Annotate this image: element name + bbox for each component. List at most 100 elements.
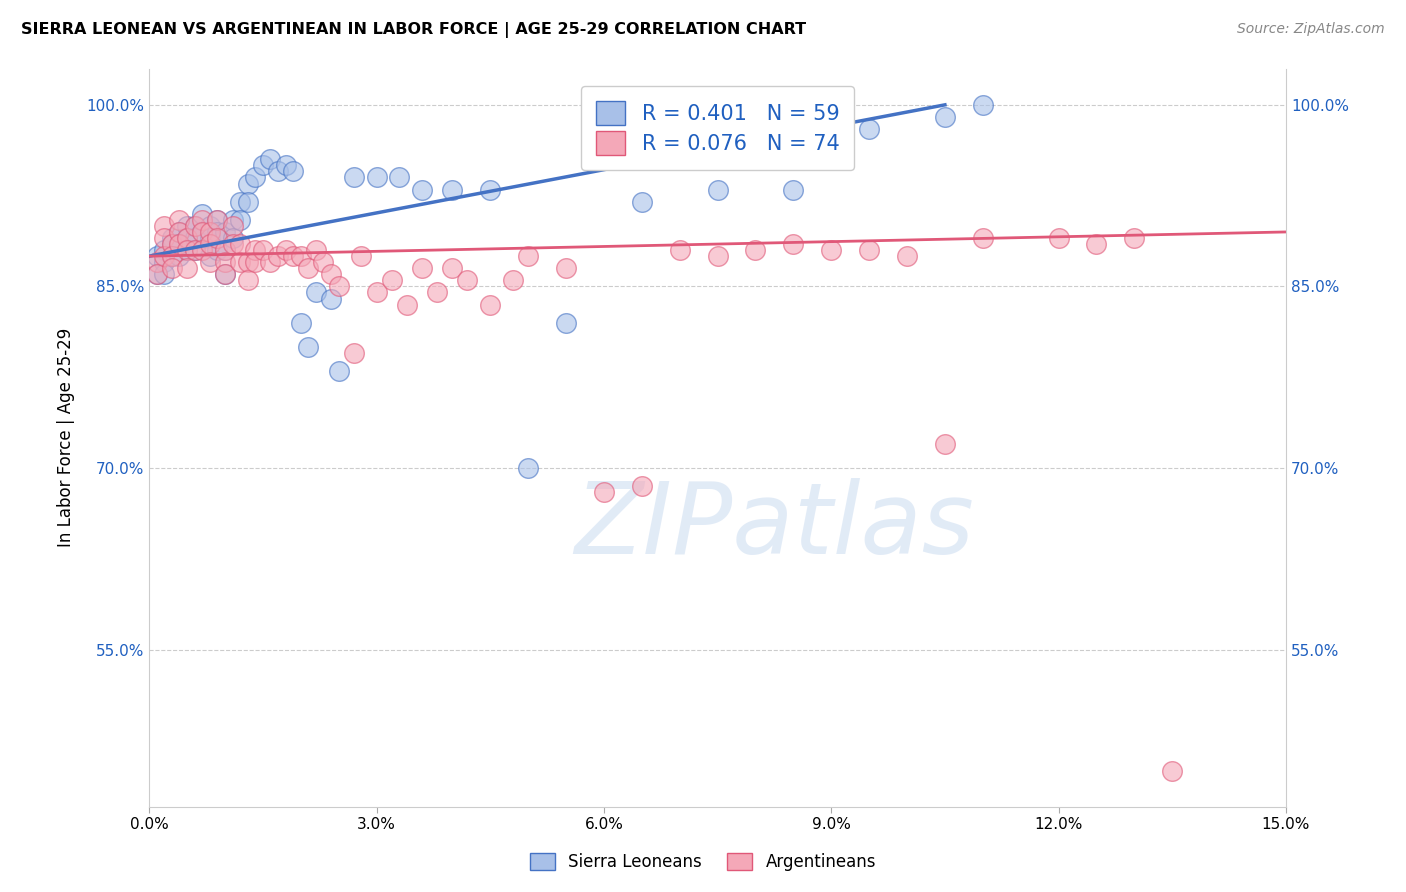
Point xyxy=(169,225,191,239)
Point xyxy=(630,194,652,209)
Point xyxy=(281,249,304,263)
Point xyxy=(441,183,464,197)
Point xyxy=(381,273,404,287)
Point xyxy=(290,249,312,263)
Point xyxy=(972,98,994,112)
Point xyxy=(411,261,433,276)
Point xyxy=(198,225,221,239)
Point xyxy=(145,268,167,282)
Point xyxy=(229,237,252,252)
Point xyxy=(229,212,252,227)
Point xyxy=(236,255,259,269)
Point xyxy=(411,183,433,197)
Text: SIERRA LEONEAN VS ARGENTINEAN IN LABOR FORCE | AGE 25-29 CORRELATION CHART: SIERRA LEONEAN VS ARGENTINEAN IN LABOR F… xyxy=(21,22,806,38)
Point xyxy=(297,340,319,354)
Point xyxy=(221,237,243,252)
Point xyxy=(183,219,205,233)
Point xyxy=(153,249,176,263)
Point xyxy=(160,261,183,276)
Point xyxy=(245,170,267,185)
Point xyxy=(426,285,449,300)
Point xyxy=(207,212,229,227)
Point xyxy=(706,249,728,263)
Point xyxy=(328,279,350,293)
Point xyxy=(245,255,267,269)
Point xyxy=(972,231,994,245)
Point xyxy=(312,255,335,269)
Point xyxy=(214,243,236,257)
Point xyxy=(183,219,205,233)
Point xyxy=(896,249,918,263)
Point xyxy=(153,255,176,269)
Point xyxy=(1085,237,1108,252)
Point xyxy=(343,170,366,185)
Point xyxy=(183,231,205,245)
Point xyxy=(191,212,214,227)
Point xyxy=(1047,231,1070,245)
Point xyxy=(259,255,281,269)
Point xyxy=(221,212,243,227)
Point xyxy=(183,243,205,257)
Point xyxy=(502,273,524,287)
Point xyxy=(153,243,176,257)
Point xyxy=(176,243,198,257)
Legend: R = 0.401   N = 59, R = 0.076   N = 74: R = 0.401 N = 59, R = 0.076 N = 74 xyxy=(581,87,853,169)
Point xyxy=(555,316,578,330)
Point xyxy=(191,243,214,257)
Point xyxy=(191,225,214,239)
Point xyxy=(252,158,274,172)
Point xyxy=(259,153,281,167)
Point xyxy=(328,364,350,378)
Point xyxy=(160,249,183,263)
Legend: Sierra Leoneans, Argentineans: Sierra Leoneans, Argentineans xyxy=(522,845,884,880)
Point xyxy=(517,249,540,263)
Point xyxy=(160,237,183,252)
Point xyxy=(744,243,766,257)
Point xyxy=(169,225,191,239)
Point xyxy=(191,225,214,239)
Point xyxy=(183,243,205,257)
Point xyxy=(176,243,198,257)
Point xyxy=(169,249,191,263)
Point xyxy=(441,261,464,276)
Point xyxy=(343,346,366,360)
Point xyxy=(479,297,502,311)
Point xyxy=(305,285,328,300)
Point xyxy=(198,255,221,269)
Point xyxy=(207,231,229,245)
Point xyxy=(207,225,229,239)
Point xyxy=(858,243,880,257)
Point xyxy=(214,243,236,257)
Point xyxy=(221,219,243,233)
Point xyxy=(252,243,274,257)
Point xyxy=(820,243,842,257)
Point xyxy=(274,158,297,172)
Point xyxy=(267,164,290,178)
Point xyxy=(274,243,297,257)
Point xyxy=(176,219,198,233)
Point xyxy=(176,231,198,245)
Point xyxy=(229,255,252,269)
Point xyxy=(198,237,221,252)
Point xyxy=(350,249,373,263)
Point xyxy=(229,194,252,209)
Point xyxy=(395,297,418,311)
Point xyxy=(1161,764,1184,778)
Point xyxy=(592,485,614,500)
Point xyxy=(236,194,259,209)
Point xyxy=(555,261,578,276)
Point xyxy=(153,268,176,282)
Point xyxy=(934,110,956,124)
Point xyxy=(706,183,728,197)
Point xyxy=(198,219,221,233)
Point xyxy=(153,231,176,245)
Point xyxy=(214,268,236,282)
Point xyxy=(297,261,319,276)
Point xyxy=(630,479,652,493)
Point xyxy=(160,237,183,252)
Point xyxy=(236,273,259,287)
Point xyxy=(934,437,956,451)
Point xyxy=(191,207,214,221)
Point xyxy=(782,237,804,252)
Point xyxy=(366,285,388,300)
